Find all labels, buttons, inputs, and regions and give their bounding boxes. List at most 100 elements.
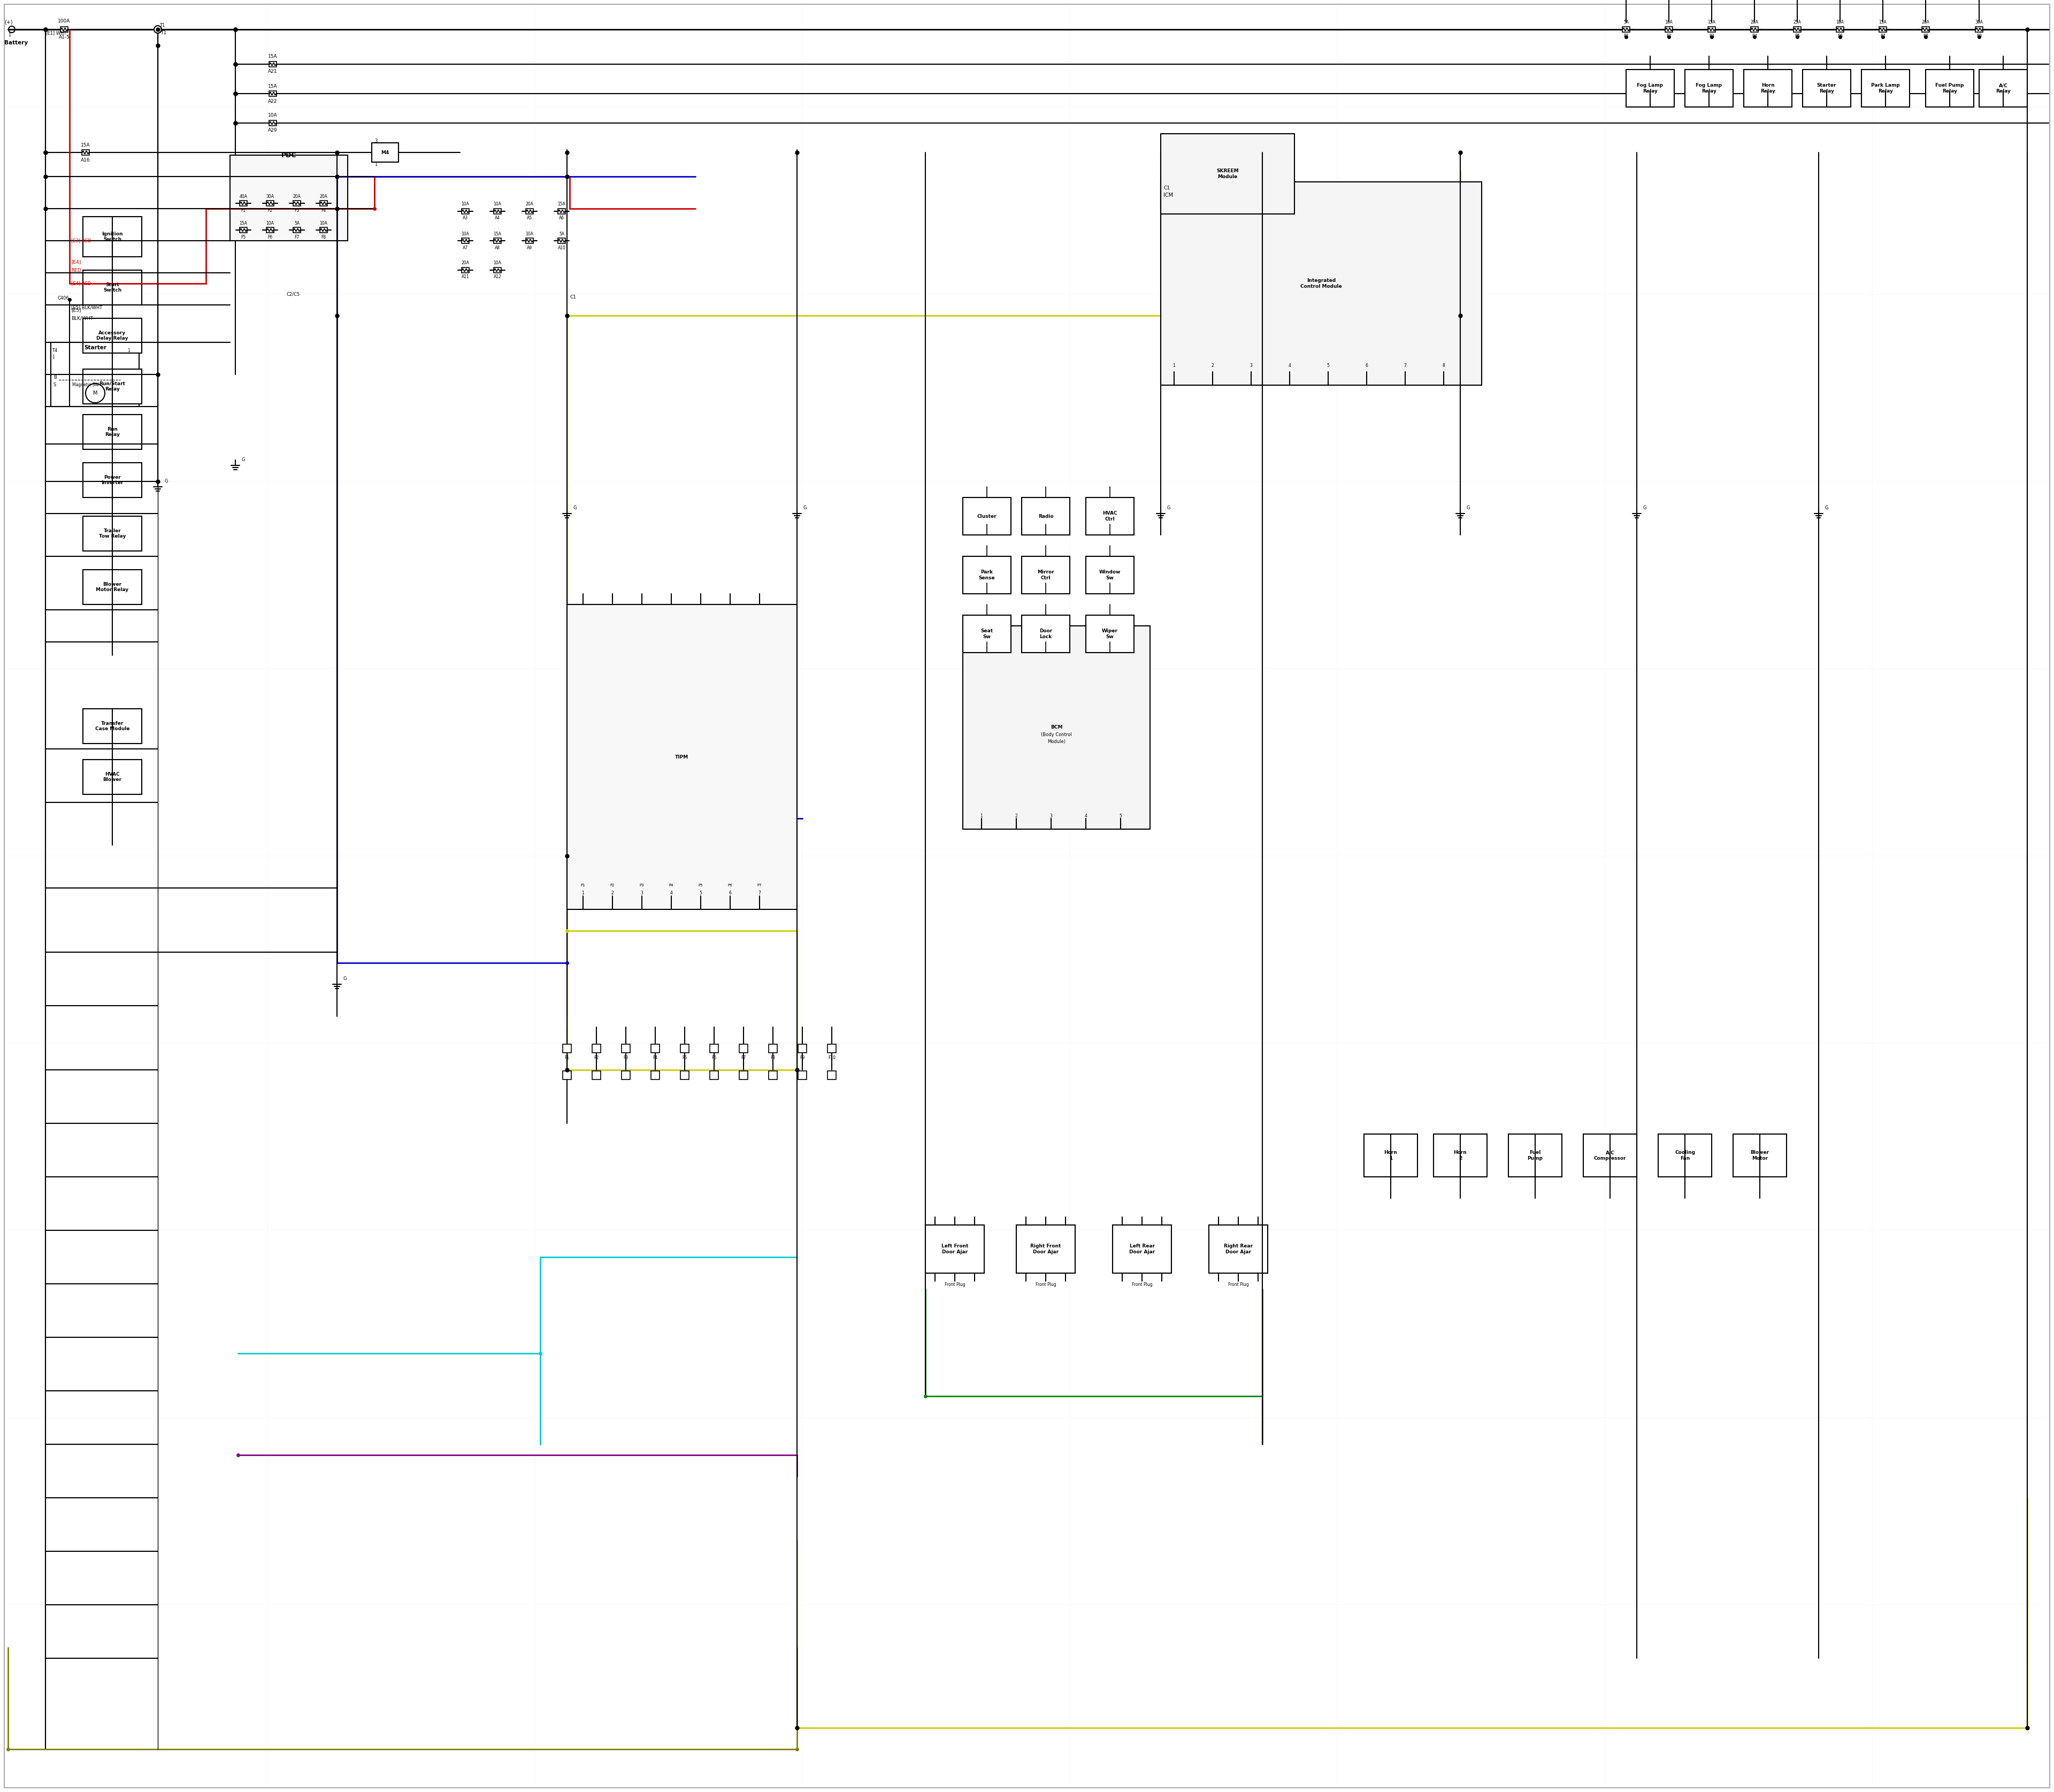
Bar <box>828 1045 836 1052</box>
Text: Park Lamp
Relay: Park Lamp Relay <box>1871 82 1900 93</box>
Bar <box>1744 70 1791 108</box>
Text: A7: A7 <box>462 246 468 251</box>
Text: 3: 3 <box>641 891 643 896</box>
Bar <box>526 208 534 213</box>
Bar <box>462 238 468 244</box>
Text: RED: RED <box>72 267 82 272</box>
Bar <box>651 1045 659 1052</box>
Bar <box>1087 556 1134 593</box>
Bar <box>294 201 300 206</box>
Text: F3: F3 <box>622 1055 629 1061</box>
Text: 15A: 15A <box>1707 20 1715 25</box>
Text: B7: B7 <box>1879 34 1886 39</box>
Text: F8: F8 <box>770 1055 774 1061</box>
Text: F4: F4 <box>320 208 327 213</box>
Text: 10A: 10A <box>269 113 277 118</box>
Text: Trailer
Tow Relay: Trailer Tow Relay <box>99 529 125 539</box>
Text: F4: F4 <box>653 1055 657 1061</box>
Text: Fuel Pump
Relay: Fuel Pump Relay <box>1935 82 1964 93</box>
Bar <box>799 1045 807 1052</box>
Bar <box>1434 1134 1487 1177</box>
Bar <box>1021 556 1070 593</box>
Bar <box>680 1045 688 1052</box>
Text: 10A: 10A <box>267 220 273 226</box>
Text: 100A: 100A <box>58 20 70 23</box>
Text: ICM: ICM <box>1163 192 1173 197</box>
Bar <box>1879 27 1886 32</box>
Bar <box>1709 27 1715 32</box>
Bar <box>1021 498 1070 536</box>
Text: A6: A6 <box>559 215 565 220</box>
Text: 2: 2 <box>1212 364 1214 367</box>
Text: A/C
Compressor: A/C Compressor <box>1594 1150 1627 1161</box>
Text: G: G <box>1643 505 1647 511</box>
Text: G: G <box>803 505 807 511</box>
Bar <box>82 217 142 256</box>
Text: Mirror
Ctrl: Mirror Ctrl <box>1037 570 1054 581</box>
Bar <box>1627 70 1674 108</box>
Text: B3: B3 <box>1709 34 1715 39</box>
Text: F8: F8 <box>320 235 327 240</box>
Bar <box>82 319 142 353</box>
Text: A5: A5 <box>526 215 532 220</box>
Text: 1: 1 <box>8 32 10 38</box>
Bar <box>269 61 277 66</box>
Text: 40A: 40A <box>240 194 246 199</box>
Text: 5A: 5A <box>1623 20 1629 25</box>
Bar <box>622 1072 631 1079</box>
Bar <box>267 228 273 233</box>
Text: Horn
2: Horn 2 <box>1454 1150 1467 1161</box>
Text: 20A: 20A <box>320 194 327 199</box>
Bar <box>1980 70 2027 108</box>
Text: B: B <box>53 375 58 380</box>
Bar <box>269 91 277 97</box>
Text: 10A: 10A <box>526 231 534 237</box>
Bar <box>963 615 1011 652</box>
Bar <box>462 208 468 213</box>
Text: P5: P5 <box>698 883 702 887</box>
Text: G: G <box>242 457 244 462</box>
Text: Run/Start
Relay: Run/Start Relay <box>99 382 125 392</box>
Bar <box>1750 27 1758 32</box>
Text: 4: 4 <box>1288 364 1290 367</box>
Bar <box>1161 181 1481 385</box>
Text: A16: A16 <box>80 158 90 163</box>
Text: HVAC
Ctrl: HVAC Ctrl <box>1103 511 1117 521</box>
Text: 1: 1 <box>51 355 53 360</box>
Text: 6: 6 <box>1366 364 1368 367</box>
Text: PDC: PDC <box>281 152 296 159</box>
Text: 6: 6 <box>729 891 731 896</box>
Text: Blower
Motor: Blower Motor <box>1750 1150 1768 1161</box>
Bar <box>1666 27 1672 32</box>
Text: Park
Sense: Park Sense <box>978 570 994 581</box>
Bar <box>82 462 142 498</box>
Text: M4: M4 <box>380 151 390 154</box>
Text: 20A: 20A <box>526 202 534 206</box>
Bar <box>60 27 68 32</box>
Text: S: S <box>53 383 55 387</box>
Text: F3: F3 <box>294 208 300 213</box>
Text: F2: F2 <box>594 1055 600 1061</box>
Bar <box>1210 1226 1267 1272</box>
Text: T1: T1 <box>160 23 164 27</box>
Bar <box>82 369 142 403</box>
Text: B8: B8 <box>1923 34 1929 39</box>
Text: 4: 4 <box>1085 814 1087 819</box>
Text: P3: P3 <box>639 883 645 887</box>
Bar <box>1861 70 1910 108</box>
Text: 10A: 10A <box>462 202 468 206</box>
Bar <box>294 228 300 233</box>
Text: A8: A8 <box>495 246 499 251</box>
Text: P1: P1 <box>581 883 585 887</box>
Bar <box>267 201 273 206</box>
Bar <box>526 238 534 244</box>
Text: G: G <box>1467 505 1471 511</box>
Text: A10: A10 <box>559 246 565 251</box>
Text: BLK/WHT: BLK/WHT <box>72 315 92 321</box>
Text: 30A: 30A <box>267 194 273 199</box>
Text: G: G <box>573 505 577 511</box>
Text: F10: F10 <box>828 1055 836 1061</box>
Bar <box>230 156 347 240</box>
Text: 10A: 10A <box>493 202 501 206</box>
Text: M: M <box>92 391 97 396</box>
